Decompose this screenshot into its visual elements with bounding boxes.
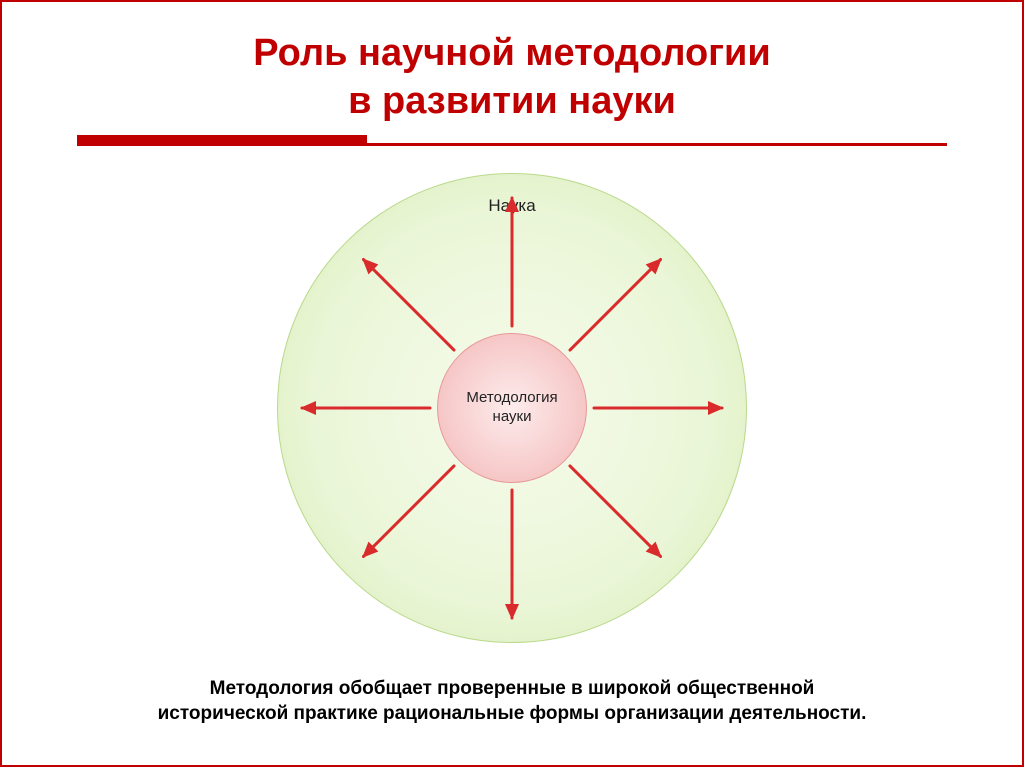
diagram: Наука Методология науки (2, 173, 1022, 643)
caption-line-2: исторической практике рациональные формы… (26, 701, 998, 727)
caption: Методология обобщает проверенные в широк… (2, 676, 1022, 727)
title-block: Роль научной методологии в развитии наук… (2, 2, 1022, 125)
rule-thick (77, 135, 367, 143)
title-line-2: в развитии науки (2, 78, 1022, 126)
caption-line-1: Методология обобщает проверенные в широк… (26, 676, 998, 702)
inner-circle-label: Методология науки (438, 389, 586, 427)
title-rule (2, 133, 1022, 147)
slide-frame: Роль научной методологии в развитии наук… (0, 0, 1024, 767)
inner-circle: Методология науки (437, 333, 587, 483)
rule-thin (77, 143, 947, 146)
title-line-1: Роль научной методологии (2, 30, 1022, 78)
